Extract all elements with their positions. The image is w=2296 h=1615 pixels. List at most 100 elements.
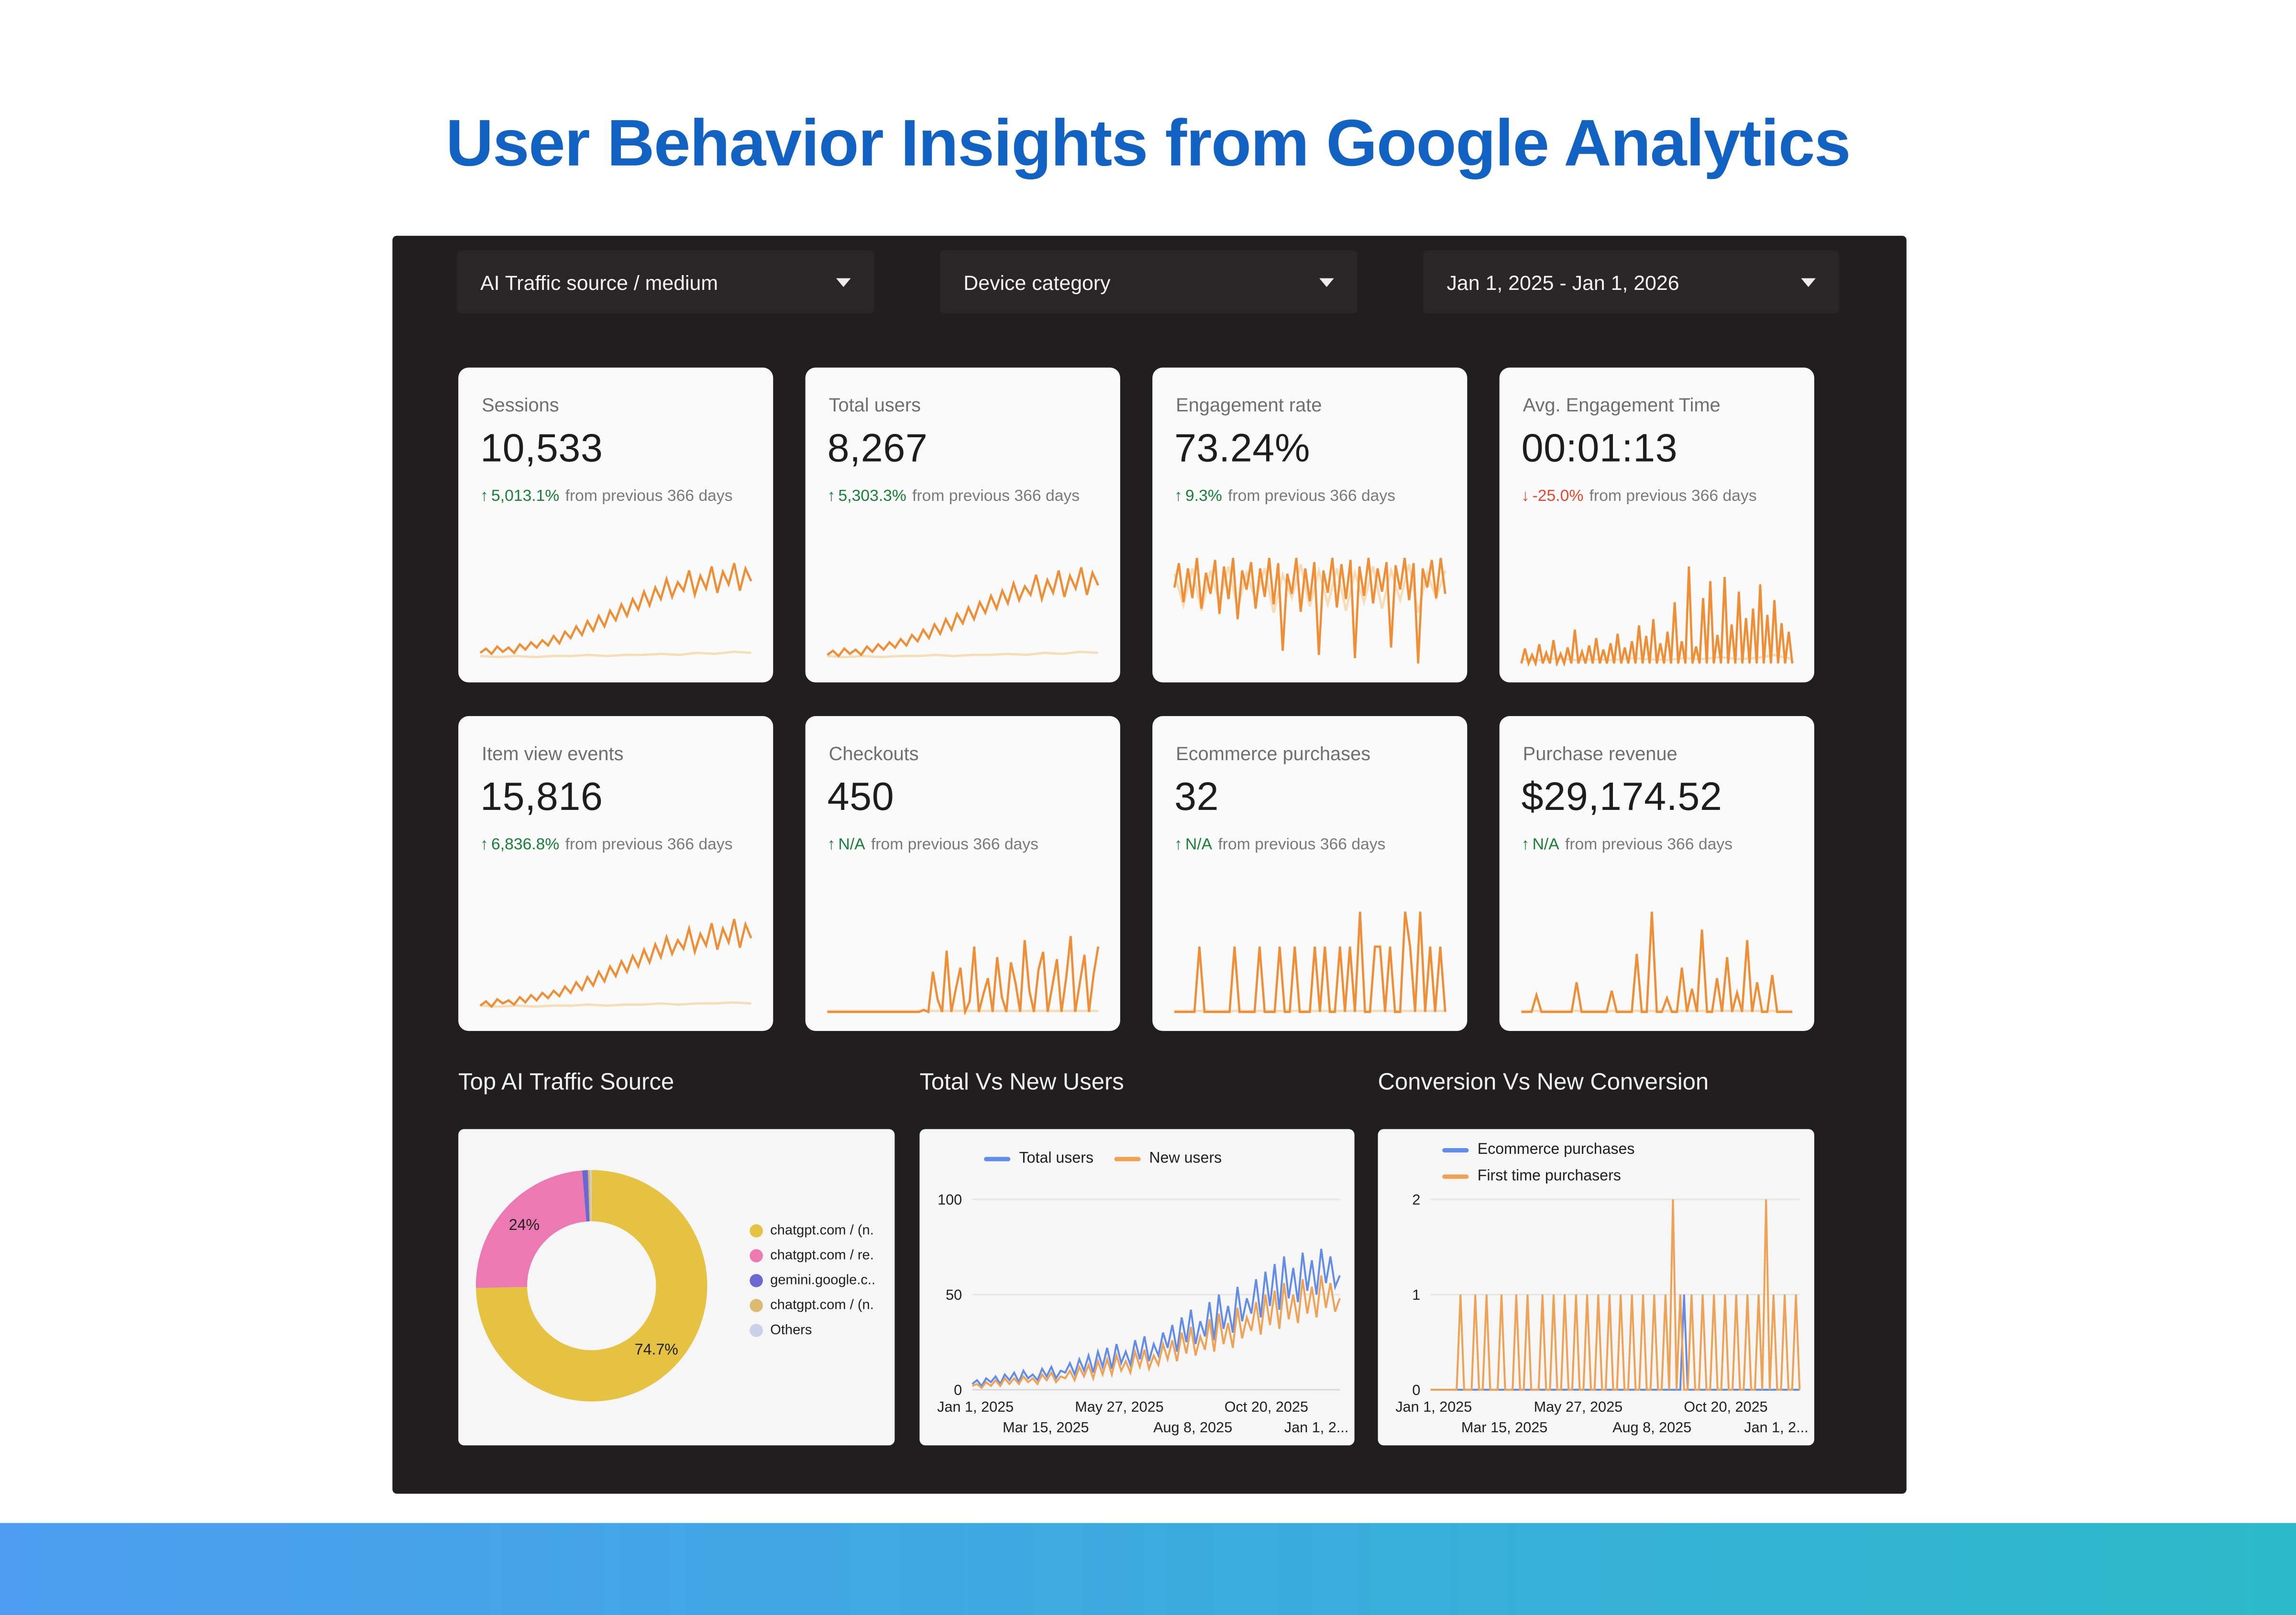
chevron-down-icon	[1319, 277, 1334, 287]
filter-device-category[interactable]: Device category	[940, 250, 1358, 314]
section-title-conversion-vs-new-conversion: Conversion Vs New Conversion	[1378, 1070, 1709, 1095]
chart-legend: Ecommerce purchases First time purchasers	[1442, 1141, 1634, 1185]
legend-item: New users	[1114, 1150, 1222, 1167]
legend-label: First time purchasers	[1477, 1167, 1621, 1185]
delta-comparison-text: from previous 366 days	[912, 487, 1080, 506]
delta-comparison-text: from previous 366 days	[565, 836, 733, 854]
arrow-up-icon: ↑	[480, 487, 488, 506]
x-tick-label: Mar 15, 2025	[1003, 1419, 1089, 1436]
top-ai-traffic-source-card: 74.7% 24% chatgpt.com / (n. chatgpt.com / r…	[458, 1129, 895, 1446]
delta-percent: 9.3%	[1185, 487, 1222, 506]
delta-comparison-text: from previous 366 days	[565, 487, 733, 506]
x-tick-label: May 27, 2025	[1075, 1399, 1163, 1415]
legend-item: First time purchasers	[1442, 1167, 1634, 1185]
conversion-vs-new-conversion-plot: 0 1 2 Jan 1, 2025 May 27, 2025 Oct 20, 2025 Ma…	[1395, 1192, 1808, 1436]
delta-percent: 6,836.8%	[491, 836, 560, 854]
legend-swatch	[750, 1224, 763, 1238]
legend-label: chatgpt.com / re.	[770, 1248, 874, 1264]
legend-label: chatgpt.com / (n.	[770, 1223, 874, 1239]
engagement-rate-sparkline	[1173, 557, 1446, 664]
ecommerce-purchases-sparkline	[1174, 911, 1446, 1013]
y-tick-label: 50	[946, 1287, 962, 1303]
arrow-up-icon: ↑	[1174, 836, 1182, 854]
metric-delta: ↑ 5,013.1% from previous 366 days	[480, 487, 733, 505]
legend-label: New users	[1149, 1150, 1222, 1167]
delta-percent: N/A	[1532, 836, 1559, 854]
legend-label: gemini.google.c..	[770, 1272, 876, 1289]
avg-engagement-time-sparkline	[1520, 566, 1794, 666]
metric-value: 450	[827, 774, 894, 819]
delta-comparison-text: from previous 366 days	[1228, 487, 1396, 506]
metric-label: Checkouts	[828, 742, 919, 764]
legend-swatch	[750, 1249, 763, 1262]
scorecard-checkouts: Checkouts 450 ↑ N/A from previous 366 days	[805, 716, 1120, 1031]
metric-label: Total users	[828, 394, 921, 416]
scorecard-sessions: Sessions 10,533 ↑ 5,013.1% from previous 366…	[458, 367, 773, 683]
x-tick-label: Aug 8, 2025	[1612, 1419, 1691, 1436]
legend-label: Total users	[1019, 1150, 1094, 1167]
legend-line-swatch	[1114, 1156, 1141, 1161]
y-tick-label: 2	[1412, 1192, 1420, 1208]
metric-delta: ↑ N/A from previous 366 days	[1522, 836, 1733, 854]
arrow-up-icon: ↑	[827, 836, 836, 854]
series-new-users	[971, 1275, 1341, 1389]
delta-comparison-text: from previous 366 days	[1589, 487, 1757, 506]
delta-percent: -25.0%	[1532, 487, 1584, 506]
legend-item: Ecommerce purchases	[1442, 1141, 1634, 1158]
legend-item: chatgpt.com / (n.	[750, 1223, 875, 1239]
x-tick-label: Jan 1, 2025	[1395, 1399, 1472, 1415]
chart-legend: Total users New users	[984, 1150, 1222, 1167]
total-vs-new-users-plot: 0 50 100 Jan 1, 2025 May 27, 2025 Oct 20, 202…	[937, 1192, 1348, 1436]
metric-value: 00:01:13	[1521, 426, 1678, 470]
legend-label: chatgpt.com / (n.	[770, 1297, 874, 1314]
total-users-sparkline	[827, 567, 1100, 659]
footer-gradient-bar	[0, 1523, 2296, 1615]
dashboard-panel: AI Traffic source / medium Device categor…	[392, 235, 1907, 1494]
y-tick-label: 0	[954, 1382, 962, 1398]
page-title: User Behavior Insights from Google Analy…	[446, 105, 1851, 180]
x-tick-label: Mar 15, 2025	[1461, 1419, 1547, 1436]
x-tick-label: Oct 20, 2025	[1225, 1399, 1308, 1415]
legend-swatch	[750, 1324, 763, 1337]
legend-item: gemini.google.c..	[750, 1272, 875, 1289]
filter-ai-traffic-source-medium[interactable]: AI Traffic source / medium	[457, 250, 874, 314]
series-total-users	[971, 1249, 1341, 1388]
metric-delta: ↑ 6,836.8% from previous 366 days	[480, 836, 733, 854]
delta-comparison-text: from previous 366 days	[871, 836, 1038, 854]
x-tick-label: Jan 1, 2...	[1744, 1419, 1808, 1436]
donut-slice-chatgpt-com-n	[475, 1170, 707, 1402]
filter-label: Jan 1, 2025 - Jan 1, 2026	[1446, 270, 1679, 294]
arrow-up-icon: ↑	[480, 836, 488, 854]
arrow-down-icon: ↓	[1521, 487, 1530, 506]
metric-delta: ↑ N/A from previous 366 days	[828, 836, 1038, 854]
legend-line-swatch	[1442, 1173, 1469, 1178]
metric-label: Item view events	[482, 742, 624, 764]
series-first-time-purchasers	[1430, 1199, 1801, 1391]
legend-item: chatgpt.com / re.	[750, 1248, 875, 1264]
x-tick-label: Jan 1, 2025	[937, 1399, 1014, 1415]
donut-slice-gemini-google-c	[582, 1170, 590, 1222]
sessions-sparkline	[479, 563, 752, 659]
metric-value: 8,267	[827, 426, 928, 470]
donut-chart: 74.7% 24%	[475, 1170, 707, 1402]
conversion-vs-new-conversion-card: Ecommerce purchases First time purchasers…	[1378, 1129, 1814, 1446]
legend-label: Others	[770, 1322, 812, 1338]
donut-slice-chatgpt-com-re	[475, 1170, 586, 1288]
y-tick-label: 1	[1412, 1287, 1420, 1303]
delta-percent: N/A	[1185, 836, 1213, 854]
scorecard-avg-engagement-time: Avg. Engagement Time 00:01:13 ↓ -25.0% from …	[1499, 367, 1814, 683]
metric-delta: ↓ -25.0% from previous 366 days	[1522, 487, 1757, 505]
x-tick-label: Jan 1, 2...	[1284, 1419, 1348, 1436]
metric-label: Sessions	[482, 394, 559, 416]
x-tick-label: Aug 8, 2025	[1153, 1419, 1232, 1436]
filter-jan-1-2025-jan-1-2026[interactable]: Jan 1, 2025 - Jan 1, 2026	[1423, 250, 1839, 314]
scorecard-item-view-events: Item view events 15,816 ↑ 6,836.8% from prev…	[458, 716, 773, 1031]
metric-label: Engagement rate	[1176, 394, 1322, 416]
delta-percent: N/A	[838, 836, 865, 854]
arrow-up-icon: ↑	[1174, 487, 1182, 506]
legend-line-swatch	[984, 1156, 1011, 1161]
legend-line-swatch	[1442, 1147, 1469, 1152]
donut-legend: chatgpt.com / (n. chatgpt.com / re. gemini…	[750, 1223, 875, 1338]
section-title-top-ai-traffic-source: Top AI Traffic Source	[458, 1070, 674, 1095]
